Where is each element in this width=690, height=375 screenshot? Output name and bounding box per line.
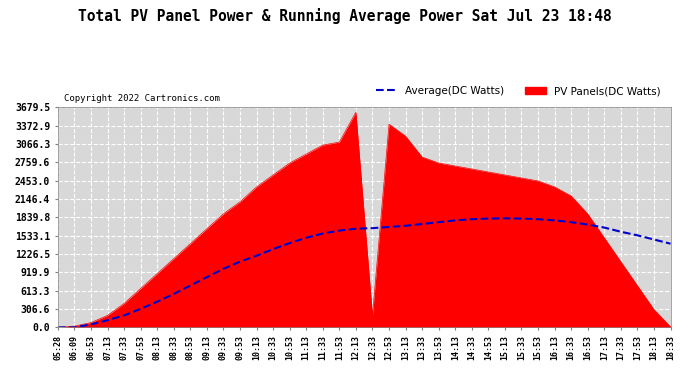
- Text: Copyright 2022 Cartronics.com: Copyright 2022 Cartronics.com: [64, 94, 220, 103]
- Legend: Average(DC Watts), PV Panels(DC Watts): Average(DC Watts), PV Panels(DC Watts): [372, 82, 665, 100]
- Text: Total PV Panel Power & Running Average Power Sat Jul 23 18:48: Total PV Panel Power & Running Average P…: [78, 8, 612, 24]
